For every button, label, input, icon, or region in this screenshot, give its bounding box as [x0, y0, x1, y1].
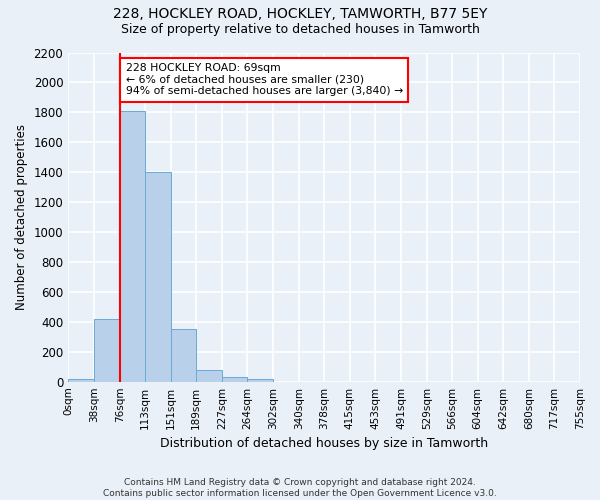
Text: Size of property relative to detached houses in Tamworth: Size of property relative to detached ho… — [121, 22, 479, 36]
Bar — [119, 111, 145, 382]
Bar — [196, 370, 222, 382]
Bar — [170, 330, 196, 382]
X-axis label: Distribution of detached houses by size in Tamworth: Distribution of detached houses by size … — [160, 437, 488, 450]
Bar — [68, 380, 94, 382]
Bar — [94, 319, 119, 382]
Text: 228, HOCKLEY ROAD, HOCKLEY, TAMWORTH, B77 5EY: 228, HOCKLEY ROAD, HOCKLEY, TAMWORTH, B7… — [113, 8, 487, 22]
Bar — [222, 377, 247, 382]
Bar — [145, 172, 170, 382]
Y-axis label: Number of detached properties: Number of detached properties — [15, 124, 28, 310]
Bar — [247, 379, 273, 382]
Text: 228 HOCKLEY ROAD: 69sqm
← 6% of detached houses are smaller (230)
94% of semi-de: 228 HOCKLEY ROAD: 69sqm ← 6% of detached… — [126, 63, 403, 96]
Text: Contains HM Land Registry data © Crown copyright and database right 2024.
Contai: Contains HM Land Registry data © Crown c… — [103, 478, 497, 498]
